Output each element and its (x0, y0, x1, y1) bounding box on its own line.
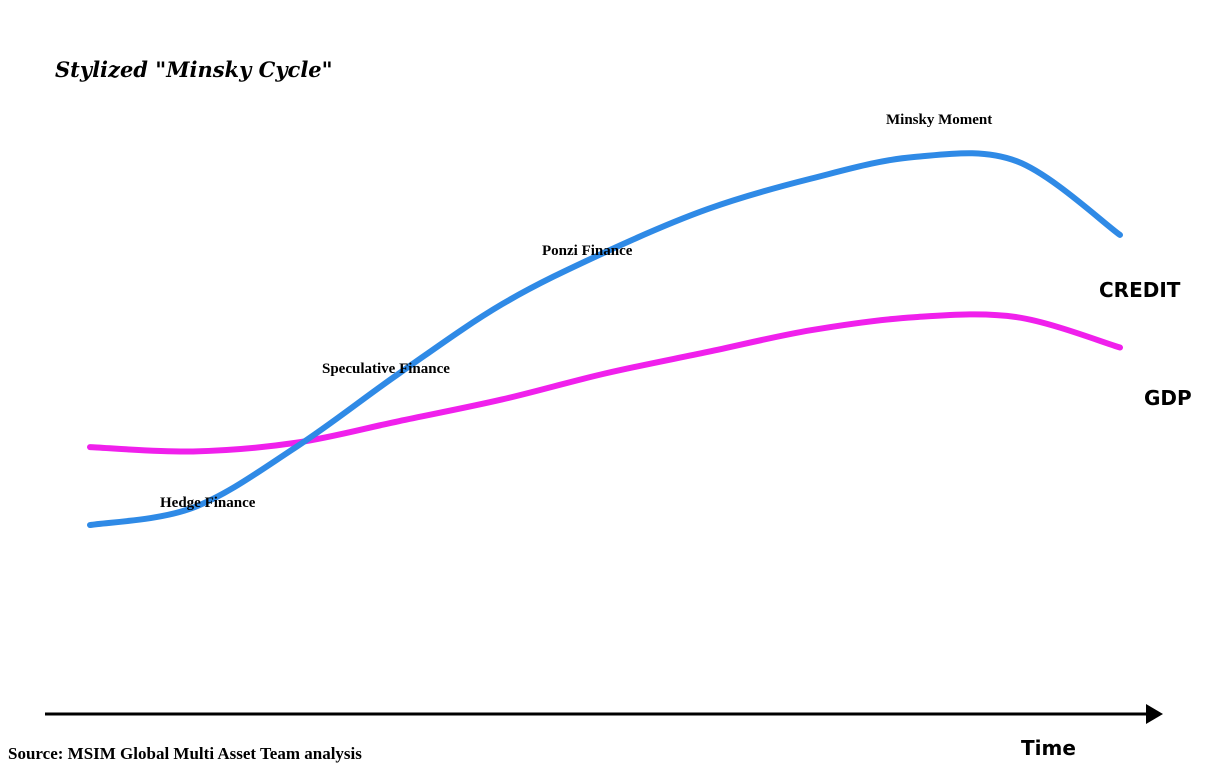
annotation-ponzi-finance: Ponzi Finance (542, 243, 633, 259)
series-label-gdp: GDP (1144, 386, 1192, 410)
series-label-credit: CREDIT (1099, 278, 1181, 302)
annotation-speculative-finance: Speculative Finance (322, 361, 450, 377)
x-axis-label: Time (1021, 736, 1076, 760)
series-line-gdp (87, 311, 1123, 455)
series-line-credit (87, 150, 1123, 529)
series-layer (87, 150, 1123, 529)
annotation-hedge-finance: Hedge Finance (160, 495, 256, 511)
annotation-minsky-moment: Minsky Moment (886, 112, 992, 128)
source-note: Source: MSIM Global Multi Asset Team ana… (8, 744, 362, 763)
time-axis-arrowhead (1146, 704, 1163, 724)
chart-title: Stylized "Minsky Cycle" (55, 57, 333, 82)
